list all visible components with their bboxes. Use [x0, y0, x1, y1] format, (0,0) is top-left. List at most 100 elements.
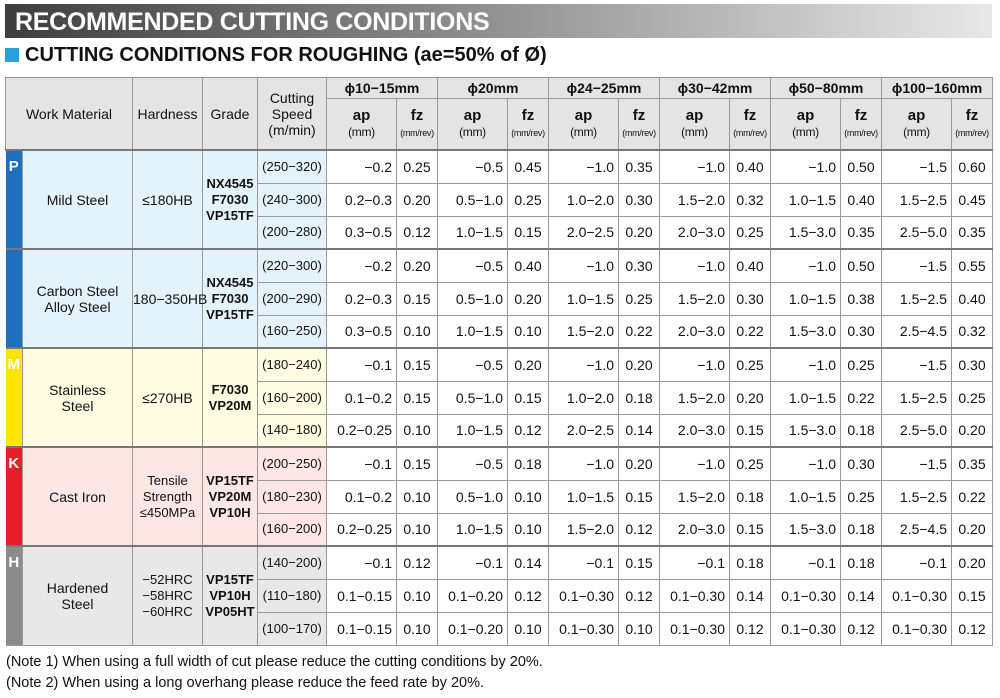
fz-value: 0.10 [396, 512, 438, 547]
ap-value: 1.5−2.0 [659, 380, 730, 415]
cutting-speed: (220−300) [257, 248, 327, 283]
ap-value: 1.5−3.0 [770, 413, 841, 448]
material-line: Mild Steel [46, 191, 109, 208]
fz-value: 0.14 [729, 578, 771, 613]
grade-line: VP15TF [206, 207, 254, 223]
fz-value: 0.14 [507, 545, 549, 580]
header-line: (m/min) [268, 121, 316, 138]
ap-value: 2.5−4.5 [881, 512, 952, 547]
ap-value: 1.5−2.5 [881, 479, 952, 514]
data-row: M Stainless Steel ≤270HB F7030 VP20M (180−240)… [5, 347, 994, 448]
cutting-speed: (240−300) [257, 182, 327, 217]
ap-value: 0.5−1.0 [437, 182, 508, 217]
diameter-header: ϕ24−25mm [548, 77, 660, 99]
ap-value: 1.0−1.5 [548, 281, 619, 316]
group-strip: H [5, 545, 23, 646]
grade-line: VP10H [209, 504, 251, 520]
fz-value: 0.15 [618, 545, 660, 580]
material-line: Hardened [46, 579, 109, 596]
fz-value: 0.25 [840, 479, 882, 514]
ap-value: 2.0−2.5 [548, 413, 619, 448]
ap-header: ap (mm) [548, 98, 619, 151]
ap-value: 1.5−3.0 [770, 215, 841, 250]
fz-label: fz [965, 106, 979, 124]
ap-value: −1.0 [548, 446, 619, 481]
hardness-line: ≤450MPa [139, 504, 196, 520]
header-line: Speed [271, 105, 313, 122]
ap-value: −0.5 [437, 446, 508, 481]
ap-value: 1.5−2.0 [659, 479, 730, 514]
grade-line: VP10H [209, 587, 251, 603]
data-row: (110−180) 0.1−0.15 0.10 0.1−0.20 0.12 0.1−0.3… [6, 578, 994, 613]
ap-value: 0.5−1.0 [437, 281, 508, 316]
ap-value: −0.1 [437, 545, 508, 580]
ap-value: 1.5−2.5 [881, 281, 952, 316]
ap-label: ap [352, 107, 371, 124]
fz-value: 0.25 [396, 149, 438, 184]
cutting-speed: (100−170) [257, 611, 327, 646]
fz-value: 0.18 [840, 545, 882, 580]
fz-value: 0.25 [729, 215, 771, 250]
material-line: Steel [61, 595, 94, 612]
ap-value: 0.2−0.3 [326, 182, 397, 217]
hardness-line: ≤180HB [142, 191, 193, 208]
ap-value: 0.5−1.0 [437, 479, 508, 514]
fz-value: 0.25 [729, 446, 771, 481]
ap-label: ap [685, 107, 704, 124]
cutting-speed: (180−230) [257, 479, 327, 514]
ap-header: ap (mm) [659, 98, 730, 151]
fz-value: 0.18 [840, 413, 882, 448]
fz-value: 0.18 [507, 446, 549, 481]
ap-value: 1.0−1.5 [770, 281, 841, 316]
fz-value: 0.20 [396, 248, 438, 283]
data-row: K Cast Iron Tensile Strength ≤450MPa VP15TF VP… [5, 446, 994, 547]
ap-value: 2.0−3.0 [659, 413, 730, 448]
material-line: Alloy Steel [44, 298, 111, 315]
ap-value: −1.0 [659, 446, 730, 481]
hardness: ≤270HB [132, 347, 203, 448]
ap-value: 0.1−0.30 [548, 578, 619, 613]
ap-value: −1.0 [659, 248, 730, 283]
material-line: Stainless [49, 381, 106, 398]
fz-value: 0.15 [507, 215, 549, 250]
fz-header: fz (mm/rev) [618, 98, 660, 151]
fz-value: 0.14 [618, 413, 660, 448]
fz-value: 0.15 [618, 479, 660, 514]
data-row: (200−280) 0.3−0.5 0.12 1.0−1.5 0.15 2.0−2.5 0.… [6, 215, 994, 250]
ap-value: 0.1−0.15 [326, 611, 397, 646]
hardness-line: −52HRC [142, 571, 193, 587]
ap-value: 2.5−4.5 [881, 314, 952, 349]
ap-header: ap (mm) [881, 98, 952, 151]
fz-header: fz (mm/rev) [396, 98, 438, 151]
ap-value: 0.1−0.2 [326, 380, 397, 415]
fz-value: 0.10 [396, 578, 438, 613]
fz-value: 0.15 [396, 380, 438, 415]
fz-label: fz [743, 106, 757, 124]
ap-label: ap [907, 107, 926, 124]
subtitle-row: CUTTING CONDITIONS FOR ROUGHING (ae=50% … [5, 44, 547, 70]
fz-value: 0.30 [840, 446, 882, 481]
ap-value: 0.1−0.30 [881, 611, 952, 646]
fz-value: 0.30 [950, 347, 994, 382]
ap-value: 0.1−0.20 [437, 578, 508, 613]
fz-value: 0.35 [618, 149, 660, 184]
ap-unit: (mm) [903, 125, 930, 139]
fz-value: 0.18 [729, 479, 771, 514]
ap-value: 2.5−5.0 [881, 413, 952, 448]
ap-value: −1.0 [659, 347, 730, 382]
cutting-speed: (200−290) [257, 281, 327, 316]
ap-value: 0.1−0.30 [548, 611, 619, 646]
ap-value: 1.0−2.0 [548, 182, 619, 217]
fz-value: 0.18 [618, 380, 660, 415]
fz-value: 0.12 [950, 611, 994, 646]
note: (Note 1) When using a full width of cut … [6, 654, 543, 670]
ap-value: −1.0 [548, 347, 619, 382]
data-row: (180−230) 0.1−0.2 0.10 0.5−1.0 0.10 1.0−1.5 0.… [6, 479, 994, 514]
fz-value: 0.60 [950, 149, 994, 184]
fz-value: 0.15 [950, 578, 994, 613]
grade-line: F7030 [211, 290, 249, 306]
grade: VP15TF VP10H VP05HT [202, 545, 258, 646]
fz-value: 0.10 [507, 479, 549, 514]
fz-value: 0.25 [840, 347, 882, 382]
ap-value: 2.5−5.0 [881, 215, 952, 250]
